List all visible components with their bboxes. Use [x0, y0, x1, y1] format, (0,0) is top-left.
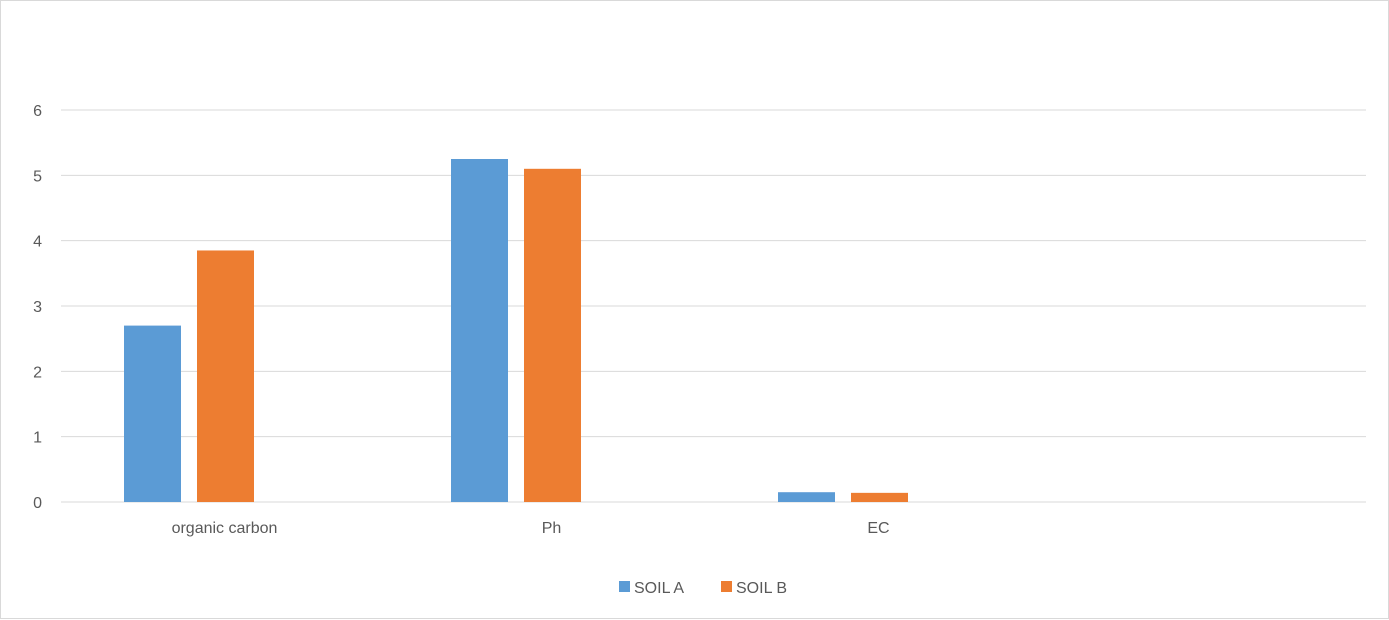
- legend-label-soil-a: SOIL A: [634, 580, 684, 597]
- y-tick-label: 3: [33, 299, 42, 316]
- legend-label-soil-b: SOIL B: [736, 580, 787, 597]
- y-tick-label: 5: [33, 168, 42, 185]
- bar-soil-b-organic-carbon: [197, 250, 254, 502]
- bar-soil-b-ec: [851, 492, 908, 502]
- y-tick-label: 0: [33, 495, 42, 512]
- bars: [124, 159, 908, 503]
- y-tick-label: 2: [33, 364, 42, 381]
- y-axis-ticks: 0 1 2 3 4 5 6: [33, 103, 42, 512]
- y-tick-label: 6: [33, 103, 42, 120]
- gridlines: [61, 109, 1366, 503]
- legend: SOIL A SOIL B: [619, 580, 787, 597]
- x-tick-label: EC: [867, 520, 889, 537]
- bar-soil-a-ph: [451, 159, 508, 502]
- bar-soil-a-ec: [778, 492, 835, 502]
- x-tick-label: Ph: [542, 520, 562, 537]
- x-tick-label: organic carbon: [172, 520, 278, 537]
- bar-soil-a-organic-carbon: [124, 325, 181, 502]
- legend-swatch-soil-b: [721, 581, 732, 592]
- legend-swatch-soil-a: [619, 581, 630, 592]
- x-axis-ticks: organic carbon Ph EC: [172, 520, 890, 537]
- y-tick-label: 1: [33, 430, 42, 447]
- y-tick-label: 4: [33, 234, 42, 251]
- bar-soil-b-ph: [524, 168, 581, 503]
